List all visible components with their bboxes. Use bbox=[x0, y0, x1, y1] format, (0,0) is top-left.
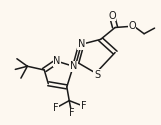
Text: F: F bbox=[81, 101, 86, 111]
Text: N: N bbox=[78, 39, 85, 49]
Text: N: N bbox=[53, 56, 61, 66]
Text: S: S bbox=[94, 70, 100, 80]
Text: O: O bbox=[108, 11, 116, 21]
Text: F: F bbox=[53, 103, 58, 113]
Text: F: F bbox=[69, 108, 74, 118]
Text: N: N bbox=[70, 61, 77, 71]
Text: O: O bbox=[128, 21, 136, 31]
